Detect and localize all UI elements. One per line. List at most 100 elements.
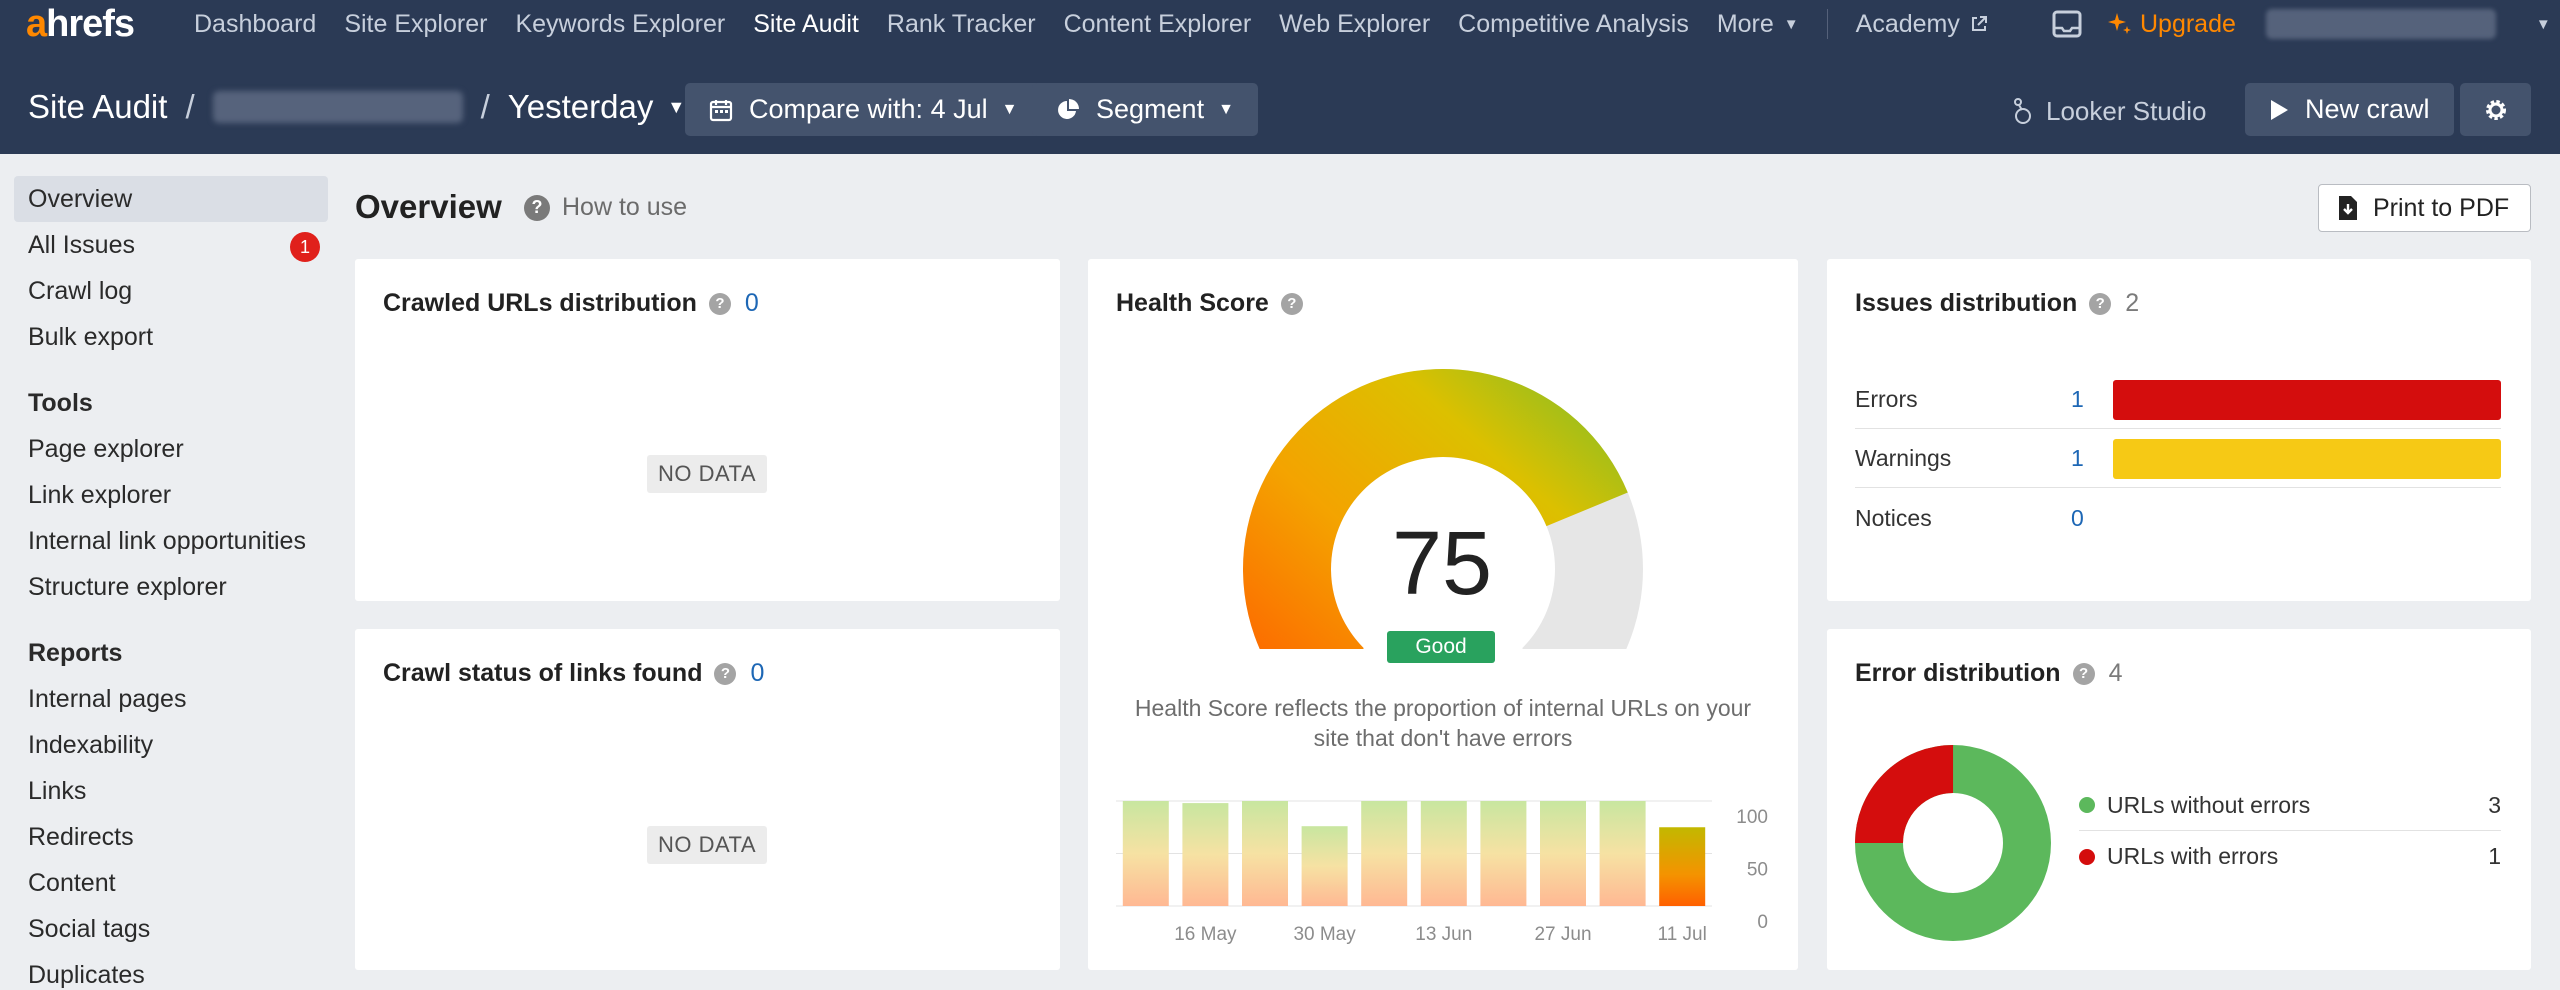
history-bar[interactable] bbox=[1242, 801, 1288, 906]
nav-keywords-explorer[interactable]: Keywords Explorer bbox=[515, 9, 726, 38]
issues-row-count[interactable]: 1 bbox=[2071, 445, 2084, 471]
account-name-blurred[interactable] bbox=[2265, 9, 2496, 39]
new-crawl-button[interactable]: New crawl bbox=[2245, 83, 2454, 136]
health-grade-badge: Good bbox=[1387, 631, 1495, 663]
sidebar-item-redirects[interactable]: Redirects bbox=[28, 822, 134, 851]
sidebar-item-duplicates[interactable]: Duplicates bbox=[28, 960, 145, 989]
health-score-card: Health Score? 75 Good Health Score refle… bbox=[1088, 259, 1798, 970]
nav-site-explorer[interactable]: Site Explorer bbox=[344, 9, 488, 38]
x-tick-label: 30 May bbox=[1293, 924, 1356, 945]
history-bar[interactable] bbox=[1122, 801, 1169, 906]
how-to-use-label: How to use bbox=[562, 193, 688, 221]
play-icon bbox=[2271, 99, 2288, 120]
print-to-pdf-button[interactable]: Print to PDF bbox=[2318, 184, 2531, 232]
health-history-chart: 100 50 0 16 May 30 May 13 Jun 27 Jun 11 Jul bbox=[1116, 800, 1768, 945]
looker-studio-link[interactable]: Looker Studio bbox=[2012, 96, 2206, 127]
settings-button[interactable] bbox=[2460, 83, 2531, 136]
issues-row-errors[interactable]: Errors 1 bbox=[1855, 371, 2501, 429]
sidebar-item-overview[interactable]: Overview bbox=[14, 176, 328, 222]
donut-slice-with-errors[interactable] bbox=[1855, 745, 2051, 941]
issues-row-count[interactable]: 1 bbox=[2071, 386, 2084, 412]
y-tick-label: 50 bbox=[1747, 860, 1768, 881]
help-icon[interactable]: ? bbox=[1280, 292, 1303, 315]
legend-value: 3 bbox=[2488, 791, 2501, 818]
nav-web-explorer[interactable]: Web Explorer bbox=[1279, 9, 1431, 38]
card-title-text: Issues distribution bbox=[1855, 289, 2078, 317]
issues-row-warnings[interactable]: Warnings 1 bbox=[1855, 430, 2501, 488]
compare-label: Compare with: 4 Jul bbox=[749, 94, 988, 124]
history-bar[interactable] bbox=[1480, 801, 1527, 906]
history-bar[interactable] bbox=[1599, 801, 1646, 906]
error-donut-chart bbox=[1855, 745, 2051, 941]
inbox-icon[interactable] bbox=[2052, 10, 2082, 38]
card-title: Error distribution? 4 bbox=[1855, 659, 2122, 688]
upgrade-link[interactable]: Upgrade bbox=[2106, 10, 2236, 39]
sidebar-item-content[interactable]: Content bbox=[28, 868, 116, 897]
card-count: 2 bbox=[2125, 289, 2140, 317]
project-name-blurred[interactable] bbox=[212, 91, 463, 123]
crawled-urls-card: Crawled URLs distribution? 0 NO DATA bbox=[355, 259, 1060, 601]
nav-dashboard[interactable]: Dashboard bbox=[194, 9, 317, 38]
sparkle-icon bbox=[2108, 13, 2131, 34]
looker-label: Looker Studio bbox=[2046, 96, 2207, 126]
sidebar-item-internal-pages[interactable]: Internal pages bbox=[28, 684, 187, 713]
legend-item-without-errors[interactable]: URLs without errors 3 bbox=[2079, 780, 2501, 831]
sidebar-item-social-tags[interactable]: Social tags bbox=[28, 914, 151, 943]
breadcrumb-section[interactable]: Site Audit bbox=[28, 88, 168, 125]
help-icon[interactable]: ? bbox=[708, 292, 731, 315]
how-to-use-link[interactable]: ? How to use bbox=[524, 193, 687, 222]
nav-links: Dashboard Site Explorer Keywords Explore… bbox=[194, 0, 2016, 48]
history-bar[interactable] bbox=[1420, 801, 1467, 906]
card-count[interactable]: 0 bbox=[750, 659, 765, 687]
sidebar-item-indexability[interactable]: Indexability bbox=[28, 730, 154, 759]
sidebar-item-structure-explorer[interactable]: Structure explorer bbox=[28, 572, 227, 601]
issues-row-count[interactable]: 0 bbox=[2071, 504, 2084, 531]
issues-row-label: Errors bbox=[1855, 386, 1918, 412]
card-title-text: Error distribution bbox=[1855, 659, 2061, 687]
history-bar[interactable] bbox=[1361, 801, 1408, 906]
top-navigation: ahrefs Dashboard Site Explorer Keywords … bbox=[0, 0, 2560, 48]
nav-site-audit[interactable]: Site Audit bbox=[753, 9, 859, 38]
card-count[interactable]: 0 bbox=[744, 289, 759, 317]
sidebar-item-page-explorer[interactable]: Page explorer bbox=[28, 434, 184, 463]
health-score-description: Health Score reflects the proportion of … bbox=[1134, 695, 1752, 751]
sidebar-item-crawl-log[interactable]: Crawl log bbox=[14, 268, 328, 314]
health-score-gauge bbox=[1243, 369, 1643, 649]
crawl-selector[interactable]: Yesterday ▼ bbox=[508, 88, 685, 126]
issues-count-badge: 1 bbox=[290, 232, 320, 262]
breadcrumb: Site Audit / / Yesterday ▼ bbox=[28, 88, 685, 126]
print-to-pdf-label: Print to PDF bbox=[2373, 193, 2510, 222]
compare-button[interactable]: Compare with: 4 Jul ▼ bbox=[685, 83, 1042, 136]
card-title: Issues distribution? 2 bbox=[1855, 289, 2139, 318]
account-caret-icon[interactable]: ▼ bbox=[2535, 15, 2551, 33]
ahrefs-logo[interactable]: ahrefs bbox=[26, 3, 135, 45]
issues-row-notices[interactable]: Notices 0 bbox=[1855, 489, 2501, 547]
external-link-icon bbox=[1971, 16, 1987, 31]
help-icon[interactable]: ? bbox=[2072, 662, 2095, 685]
errors-bar bbox=[2113, 379, 2501, 420]
legend-label: URLs without errors bbox=[2107, 791, 2311, 818]
help-icon[interactable]: ? bbox=[2089, 292, 2112, 315]
sidebar-item-links[interactable]: Links bbox=[28, 776, 87, 805]
sidebar-item-bulk-export[interactable]: Bulk export bbox=[14, 314, 328, 360]
legend-item-with-errors[interactable]: URLs with errors 1 bbox=[2079, 831, 2501, 882]
help-icon[interactable]: ? bbox=[714, 662, 737, 685]
nav-content-explorer[interactable]: Content Explorer bbox=[1063, 9, 1252, 38]
history-bar[interactable] bbox=[1659, 827, 1706, 906]
history-bar[interactable] bbox=[1540, 801, 1586, 906]
nav-academy[interactable]: Academy bbox=[1856, 10, 1988, 39]
nav-more-menu[interactable]: More ▼ bbox=[1717, 10, 1799, 39]
nav-competitive-analysis[interactable]: Competitive Analysis bbox=[1458, 9, 1689, 38]
history-bar[interactable] bbox=[1301, 826, 1348, 906]
y-tick-label: 0 bbox=[1757, 912, 1768, 933]
sidebar-item-link-explorer[interactable]: Link explorer bbox=[28, 480, 172, 509]
sidebar-item-label: All Issues bbox=[28, 230, 135, 259]
nav-rank-tracker[interactable]: Rank Tracker bbox=[886, 9, 1036, 38]
sidebar-item-internal-link-opportunities[interactable]: Internal link opportunities bbox=[28, 526, 306, 555]
caret-down-icon: ▼ bbox=[1783, 15, 1799, 33]
calendar-icon bbox=[709, 99, 733, 121]
x-tick-label: 13 Jun bbox=[1415, 924, 1472, 945]
sidebar-item-all-issues[interactable]: All Issues 1 bbox=[14, 222, 328, 268]
segment-button[interactable]: Segment ▼ bbox=[1032, 83, 1258, 136]
history-bar[interactable] bbox=[1182, 803, 1229, 906]
